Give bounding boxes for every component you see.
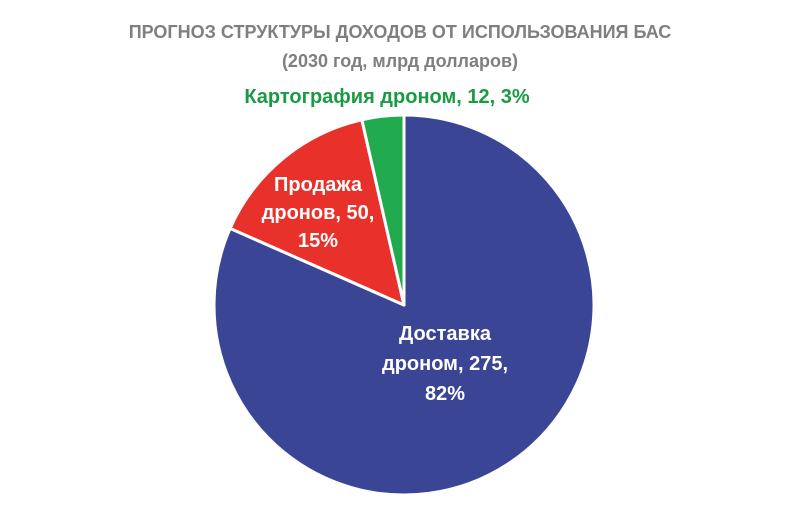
pie-slice-sales bbox=[228, 118, 406, 307]
pie-slices bbox=[212, 113, 596, 497]
slice-label-line: Картография дроном, 12, 3% bbox=[244, 86, 530, 108]
chart-title: ПРОГНОЗ СТРУКТУРЫ ДОХОДОВ ОТ ИСПОЛЬЗОВАН… bbox=[129, 22, 672, 42]
slice-label-line: дроном, 275, bbox=[382, 353, 508, 375]
pie-slice-mapping bbox=[360, 113, 406, 307]
slice-labels: Доставка дроном, 275, 82% Продажа дронов, 50… bbox=[244, 86, 530, 405]
slice-label-delivery: Доставка дроном, 275, 82% bbox=[382, 323, 508, 405]
slice-label-mapping: Картография дроном, 12, 3% bbox=[244, 86, 530, 108]
slice-label-line: дронов, 50, bbox=[262, 202, 375, 224]
slice-label-line: Доставка bbox=[399, 323, 492, 345]
chart-subtitle: (2030 год, млрд долларов) bbox=[282, 51, 518, 71]
slice-label-sales: Продажа дронов, 50, 15% bbox=[262, 174, 375, 252]
slice-label-line: Продажа bbox=[274, 174, 363, 196]
slice-label-line: 82% bbox=[425, 383, 465, 405]
slice-label-line: 15% bbox=[298, 230, 338, 252]
